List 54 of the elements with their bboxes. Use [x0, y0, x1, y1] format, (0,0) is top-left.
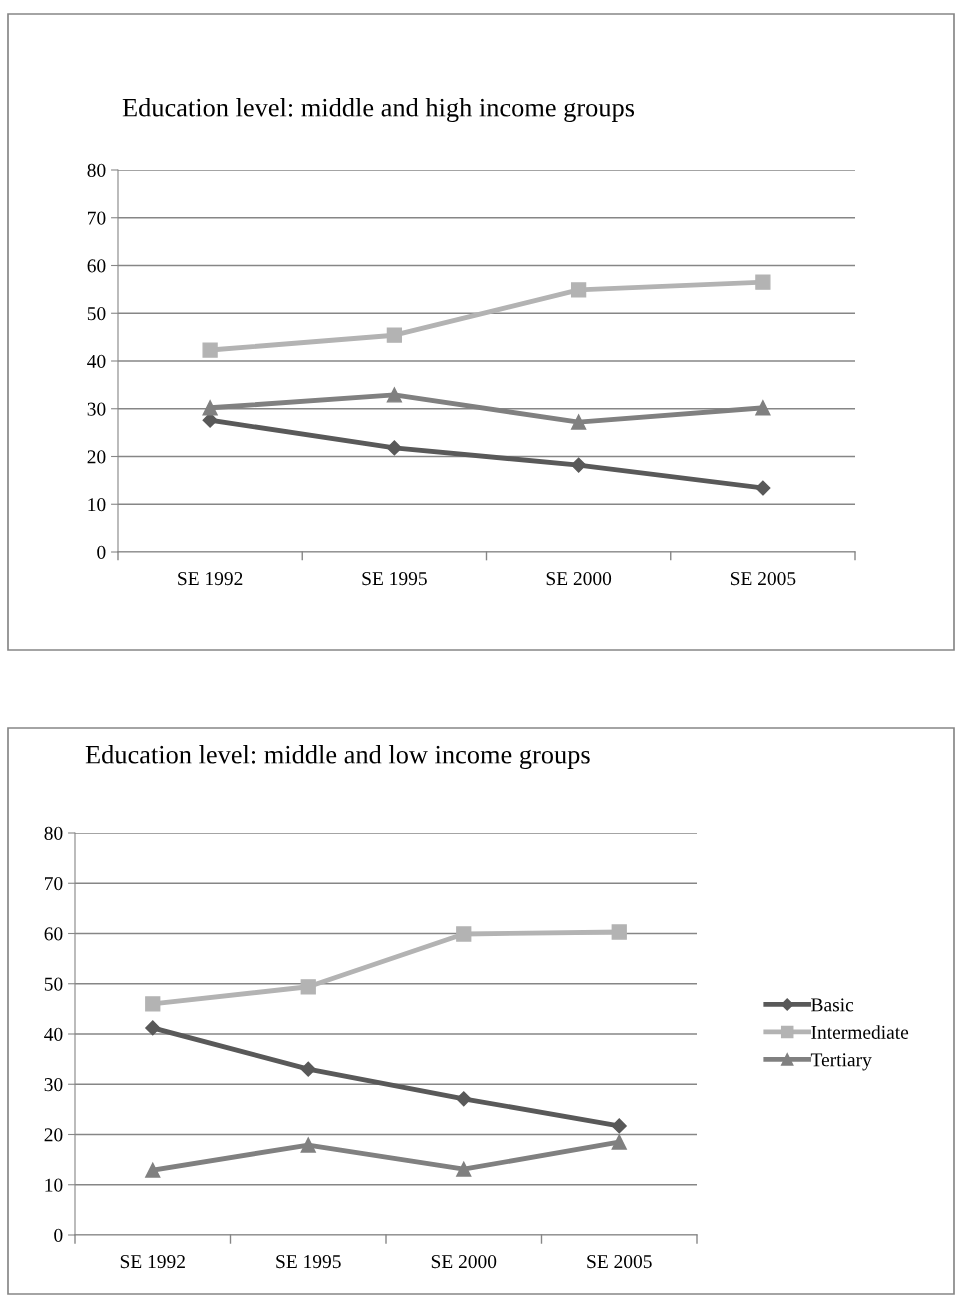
point — [611, 924, 627, 940]
y-tick-label: 30 — [87, 402, 106, 416]
point — [386, 440, 402, 456]
y-tick-label: 0 — [97, 545, 106, 559]
y-tick-label: 20 — [44, 1128, 63, 1142]
x-tick-label: SE 2000 — [431, 1255, 497, 1269]
point — [202, 342, 218, 358]
x-tick-label: SE 2005 — [587, 1255, 652, 1269]
legend-label: Intermediate — [811, 1025, 909, 1039]
chart-title: Education level: middle and low income groups — [85, 745, 590, 770]
point — [300, 1061, 316, 1077]
y-tick-label: 30 — [44, 1078, 63, 1092]
point — [755, 400, 771, 416]
y-tick-label: 0 — [54, 1228, 63, 1242]
y-tick-label: 40 — [87, 354, 106, 368]
y-tick-label: 20 — [87, 450, 106, 464]
point — [145, 1020, 161, 1036]
y-tick-label: 70 — [88, 211, 106, 225]
point — [300, 979, 316, 995]
point — [611, 1134, 627, 1150]
point — [145, 1162, 161, 1178]
point — [386, 327, 403, 343]
point — [611, 1118, 627, 1134]
x-tick-label: SE 1992 — [178, 572, 243, 586]
y-tick-label: 60 — [44, 927, 63, 941]
y-tick-label: 80 — [44, 826, 63, 840]
point — [300, 1137, 316, 1153]
point — [571, 457, 587, 473]
y-tick-label: 50 — [44, 977, 63, 991]
point — [755, 274, 771, 290]
point — [456, 1161, 472, 1177]
y-tick-label: 70 — [45, 877, 63, 891]
y-tick-label: 40 — [44, 1027, 63, 1041]
y-tick-label: 60 — [87, 259, 106, 273]
legend-label: Tertiary — [810, 1053, 872, 1071]
point — [570, 282, 587, 298]
legend-label: Basic — [811, 998, 854, 1012]
point — [386, 387, 403, 403]
x-tick-label: SE 1995 — [276, 1255, 341, 1269]
point — [755, 480, 771, 496]
x-tick-label: SE 2000 — [546, 572, 612, 586]
y-tick-label: 10 — [88, 498, 106, 512]
y-tick-label: 10 — [45, 1178, 63, 1192]
y-tick-label: 80 — [87, 163, 106, 177]
point — [456, 1091, 472, 1107]
point — [202, 400, 218, 416]
x-tick-label: SE 1992 — [120, 1255, 185, 1269]
x-tick-label: SE 2005 — [730, 572, 796, 586]
chart-title: Education level: middle and high income groups — [122, 98, 635, 123]
point — [570, 414, 587, 430]
x-tick-label: SE 1995 — [362, 572, 427, 586]
point — [145, 996, 161, 1012]
y-tick-label: 50 — [87, 307, 106, 321]
point — [456, 926, 472, 942]
